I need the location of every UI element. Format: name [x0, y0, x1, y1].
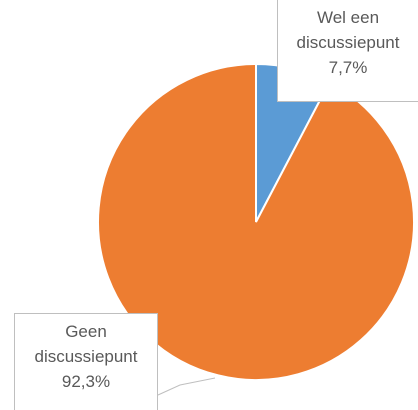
data-label-box: Geen discussiepunt 92,3% [14, 313, 158, 410]
slice-name: Wel een discussiepunt [296, 8, 400, 52]
slice-name: Geen discussiepunt [34, 322, 138, 366]
leader-line [157, 377, 216, 396]
data-label-box: Wel een discussiepunt 7,7% [277, 0, 418, 102]
slice-value-label: 92,3% [61, 372, 111, 391]
pie-slice [97, 62, 415, 381]
slice-value-label: 7,7% [328, 58, 368, 77]
